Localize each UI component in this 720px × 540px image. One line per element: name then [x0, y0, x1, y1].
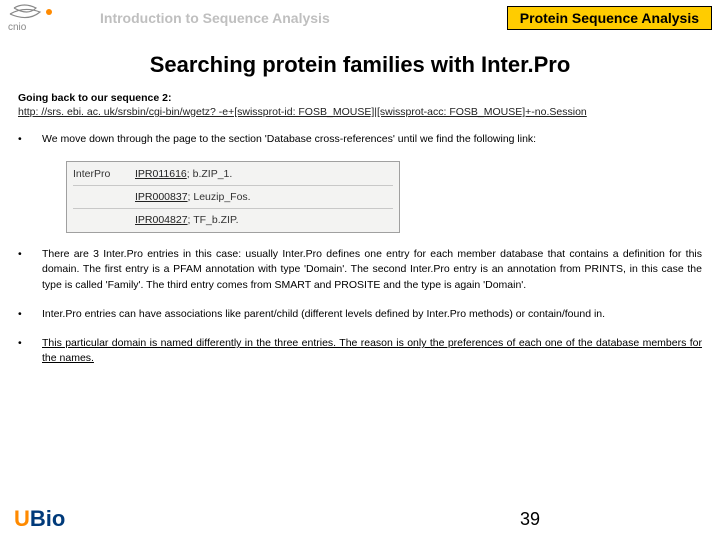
ubio-logo: UBio — [14, 506, 65, 532]
brand-letter-u: U — [14, 506, 30, 531]
page-number: 39 — [520, 509, 540, 530]
header-subtitle: Introduction to Sequence Analysis — [100, 10, 330, 26]
db-source-label: InterPro — [73, 168, 135, 180]
intro-lead: Going back to our sequence 2: — [18, 92, 702, 104]
header-badge: Protein Sequence Analysis — [507, 6, 712, 30]
db-row: IPR004827; TF_b.ZIP. — [73, 212, 393, 228]
source-url-link[interactable]: http: //srs. ebi. ac. uk/srsbin/cgi-bin/… — [18, 106, 702, 118]
db-separator — [73, 185, 393, 186]
bullet-text: We move down through the page to the sec… — [42, 132, 702, 147]
footer: UBio 39 — [0, 502, 720, 536]
bullet-item: • There are 3 Inter.Pro entries in this … — [18, 247, 702, 293]
entry-desc: ; Leuzip_Fos. — [188, 191, 251, 203]
interpro-link[interactable]: IPR011616 — [135, 168, 187, 180]
brand-letter-b: B — [30, 506, 46, 531]
brand-letter-io: io — [46, 506, 66, 531]
interpro-link[interactable]: IPR000837 — [135, 191, 188, 203]
interpro-crossref-box: InterPro IPR011616; b.ZIP_1. IPR000837; … — [66, 161, 400, 233]
bullet-list: • We move down through the page to the s… — [18, 132, 702, 367]
bullet-text: Inter.Pro entries can have associations … — [42, 307, 702, 322]
db-separator — [73, 208, 393, 209]
bullet-item: • Inter.Pro entries can have association… — [18, 307, 702, 322]
bullet-item: • This particular domain is named differ… — [18, 336, 702, 366]
header-bar: cnio Introduction to Sequence Analysis P… — [0, 0, 720, 42]
page-title: Searching protein families with Inter.Pr… — [0, 52, 720, 78]
svg-text:cnio: cnio — [8, 22, 27, 33]
entry-desc: ; TF_b.ZIP. — [188, 214, 239, 226]
interpro-link[interactable]: IPR004827 — [135, 214, 188, 226]
bullet-marker: • — [18, 247, 42, 293]
bullet-text: There are 3 Inter.Pro entries in this ca… — [42, 247, 702, 293]
cnio-logo: cnio — [4, 2, 74, 36]
bullet-text: This particular domain is named differen… — [42, 336, 702, 366]
db-row: IPR000837; Leuzip_Fos. — [73, 189, 393, 205]
bullet-marker: • — [18, 307, 42, 322]
db-entry: IPR004827; TF_b.ZIP. — [135, 214, 239, 226]
bullet-item: • We move down through the page to the s… — [18, 132, 702, 147]
db-row: InterPro IPR011616; b.ZIP_1. — [73, 166, 393, 182]
bullet-marker: • — [18, 336, 42, 366]
db-entry: IPR011616; b.ZIP_1. — [135, 168, 232, 180]
bullet-marker: • — [18, 132, 42, 147]
db-entry: IPR000837; Leuzip_Fos. — [135, 191, 251, 203]
entry-desc: ; b.ZIP_1. — [187, 168, 233, 180]
